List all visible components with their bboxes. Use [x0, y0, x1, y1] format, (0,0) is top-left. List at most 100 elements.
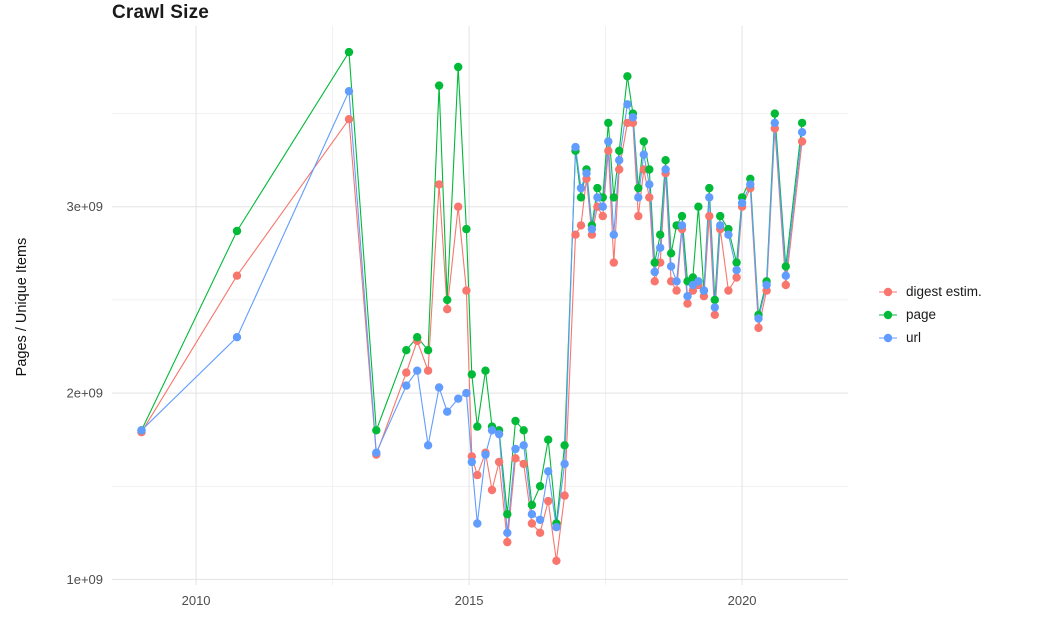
data-point-url — [443, 407, 452, 416]
data-point-url — [560, 459, 569, 469]
data-point-url — [544, 467, 553, 476]
data-point-url — [746, 180, 755, 189]
data-point-url — [615, 156, 624, 165]
data-point-page — [666, 249, 676, 258]
data-point-page — [443, 295, 452, 305]
legend-key-icon — [879, 333, 897, 342]
legend-label-digest: digest estim. — [906, 284, 982, 299]
data-point-url — [519, 441, 528, 450]
data-point-url — [666, 262, 676, 271]
data-point-digest — [710, 310, 719, 319]
data-point-url — [598, 202, 607, 211]
data-point-page — [661, 156, 670, 165]
data-point-page — [527, 500, 537, 510]
data-point-url — [754, 314, 763, 323]
data-point-page — [511, 416, 520, 426]
data-point-digest — [732, 273, 741, 282]
data-point-url — [623, 100, 632, 109]
data-point-digest — [552, 556, 561, 565]
data-point-page — [615, 146, 624, 155]
data-point-url — [587, 224, 597, 234]
data-point-url — [656, 243, 665, 252]
data-point-url — [527, 510, 537, 519]
legend-item-url: url — [878, 330, 982, 345]
data-point-digest — [634, 211, 643, 221]
data-point-url — [402, 381, 411, 390]
data-point-url — [511, 444, 520, 454]
data-point-digest — [609, 258, 618, 267]
data-point-url — [639, 150, 648, 159]
data-point-page — [467, 370, 476, 379]
data-point-digest — [473, 470, 482, 480]
data-point-digest — [705, 211, 714, 221]
data-point-url — [413, 366, 422, 375]
x-tick-label: 2010 — [182, 593, 211, 608]
data-point-url — [677, 221, 687, 230]
data-point-url — [423, 441, 433, 450]
data-point-page — [576, 193, 586, 202]
data-point-url — [650, 267, 659, 277]
data-point-page — [634, 183, 643, 193]
data-point-page — [732, 258, 741, 267]
y-tick-label: 3e+09 — [66, 199, 103, 214]
data-point-digest — [571, 230, 580, 239]
data-point-digest — [724, 286, 733, 295]
data-point-digest — [443, 305, 452, 314]
data-point-page — [535, 482, 545, 491]
data-point-url — [434, 383, 444, 392]
data-point-page — [781, 262, 790, 271]
data-point-page — [481, 366, 490, 375]
data-point-page — [797, 118, 807, 128]
data-point-page — [705, 183, 714, 193]
data-point-url — [576, 183, 586, 193]
data-point-digest — [615, 165, 624, 174]
series-line-digest — [141, 117, 803, 561]
data-point-page — [344, 47, 354, 57]
data-point-digest — [604, 146, 613, 155]
data-point-page — [645, 165, 654, 174]
data-point-url — [645, 180, 654, 189]
data-point-digest — [487, 485, 497, 495]
data-point-url — [137, 426, 146, 435]
data-point-url — [494, 429, 504, 439]
data-point-url — [694, 277, 703, 286]
data-point-page — [560, 441, 569, 450]
data-point-digest — [423, 366, 433, 375]
data-point-url — [628, 113, 638, 122]
data-point-digest — [519, 459, 528, 469]
data-point-digest — [781, 280, 790, 290]
data-point-url — [535, 515, 545, 524]
data-point-url — [661, 165, 670, 174]
data-point-url — [797, 128, 807, 137]
y-tick-label: 2e+09 — [66, 386, 103, 401]
x-tick-label: 2020 — [728, 593, 757, 608]
legend-item-digest: digest estim. — [878, 284, 982, 299]
data-point-url — [781, 271, 790, 280]
data-point-page — [656, 230, 665, 239]
legend-label-url: url — [906, 330, 922, 345]
data-point-page — [677, 211, 687, 221]
data-point-url — [473, 519, 482, 528]
data-point-page — [519, 426, 528, 435]
data-point-url — [672, 277, 681, 286]
data-point-digest — [434, 180, 444, 189]
data-point-page — [423, 346, 433, 355]
data-point-url — [467, 457, 476, 467]
legend-key-icon — [879, 287, 897, 296]
data-point-url — [604, 137, 613, 146]
data-point-digest — [754, 323, 763, 333]
data-point-digest — [527, 519, 537, 528]
data-point-url — [710, 303, 719, 312]
data-point-url — [737, 198, 747, 208]
data-point-page — [710, 295, 719, 305]
legend-key-icon — [879, 310, 897, 319]
data-point-url — [593, 193, 602, 202]
data-point-digest — [503, 537, 512, 547]
data-point-digest — [535, 528, 545, 537]
data-point-url — [683, 292, 692, 301]
x-tick-label: 2015 — [455, 593, 484, 608]
data-point-page — [639, 137, 648, 146]
data-point-digest — [683, 299, 692, 308]
data-point-url — [716, 221, 725, 230]
